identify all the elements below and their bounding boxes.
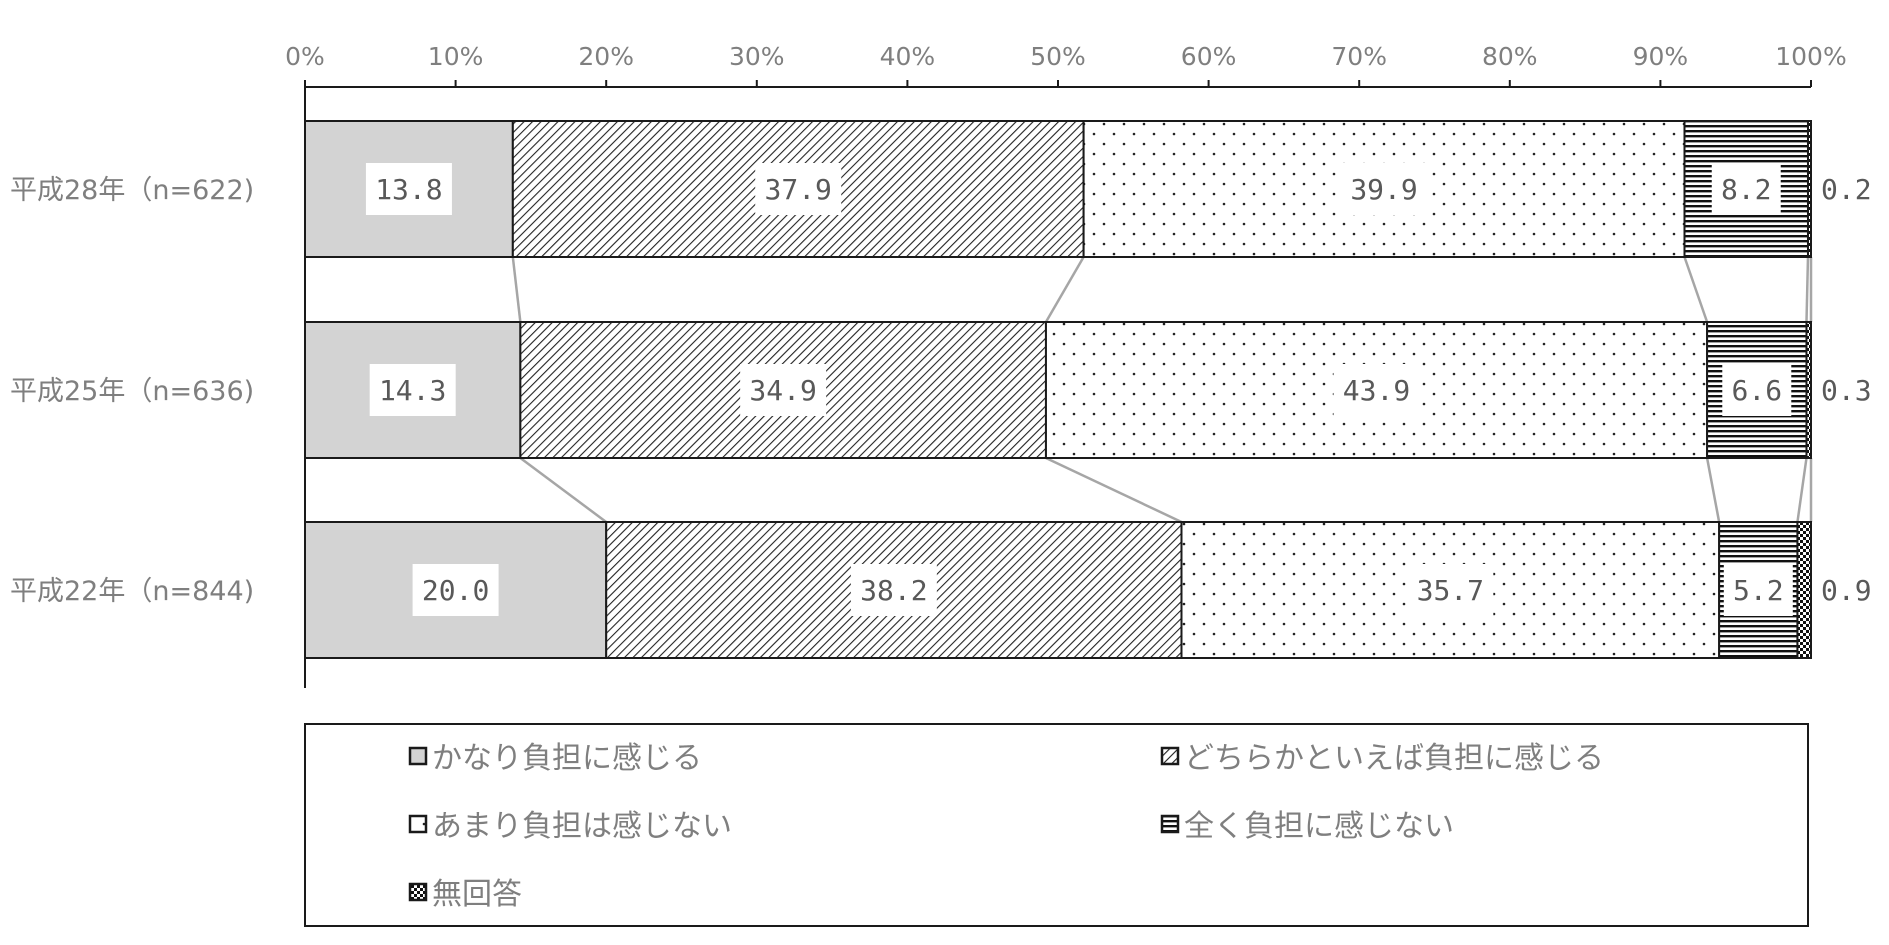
data-label-bg bbox=[1711, 163, 1781, 215]
data-label: 13.8 bbox=[375, 173, 442, 206]
series-connector-line bbox=[519, 456, 607, 524]
x-tick-label: 0% bbox=[285, 42, 325, 71]
legend-swatch bbox=[408, 882, 428, 902]
data-label-bg bbox=[755, 163, 842, 215]
x-tick-label: 10% bbox=[428, 42, 484, 71]
category-label: 平成22年（n=844) bbox=[10, 576, 254, 607]
data-label-bg bbox=[740, 364, 827, 416]
data-label: 38.2 bbox=[860, 574, 927, 607]
data-label-bg bbox=[412, 564, 499, 616]
data-label: 34.9 bbox=[749, 374, 816, 407]
bar-segments bbox=[304, 120, 1813, 659]
legend-swatch bbox=[1160, 746, 1180, 766]
series-connector-line bbox=[511, 256, 522, 323]
data-label-bg bbox=[1341, 163, 1428, 215]
legend-box bbox=[304, 723, 1809, 927]
legend-swatch bbox=[1160, 814, 1180, 834]
series-connector-line bbox=[1796, 457, 1808, 523]
data-label-bg bbox=[369, 364, 456, 416]
x-tick-label: 40% bbox=[880, 42, 936, 71]
x-tick-label: 90% bbox=[1633, 42, 1689, 71]
series-connector-line bbox=[1705, 457, 1721, 523]
data-label-bg bbox=[1333, 364, 1420, 416]
legend-label: どちらかといえば負担に感じる bbox=[1184, 741, 1604, 776]
x-tick-label: 70% bbox=[1331, 42, 1387, 71]
data-label-bg bbox=[850, 564, 937, 616]
data-label: 37.9 bbox=[764, 173, 831, 206]
series-connector-line bbox=[1045, 456, 1183, 524]
data-label: 14.3 bbox=[379, 374, 446, 407]
x-tick-label: 100% bbox=[1775, 42, 1846, 71]
data-label-bg bbox=[1722, 364, 1792, 416]
data-label-bg bbox=[1407, 564, 1494, 616]
bar-segment bbox=[1805, 321, 1813, 459]
data-label: 20.0 bbox=[422, 574, 489, 607]
series-connector-lines bbox=[511, 256, 1813, 524]
bar-segment bbox=[1806, 120, 1813, 258]
data-labels: 13.8 37.9 39.9 8.2 0.2 14.3 34.9 43.9 6.6 0.3 20.0… bbox=[365, 163, 1872, 616]
x-tick-label: 80% bbox=[1482, 42, 1538, 71]
data-label: 39.9 bbox=[1350, 173, 1417, 206]
x-tick-label: 20% bbox=[578, 42, 634, 71]
legend-swatch bbox=[408, 746, 428, 766]
bar-segment bbox=[1796, 521, 1813, 659]
series-connector-line bbox=[1805, 256, 1810, 323]
series-connector-line bbox=[1044, 256, 1085, 323]
series-connector-line bbox=[1683, 256, 1709, 323]
category-label: 平成28年（n=622) bbox=[10, 175, 254, 206]
x-tick-label: 30% bbox=[729, 42, 785, 71]
data-label: 6.6 bbox=[1731, 374, 1782, 407]
data-label: 5.2 bbox=[1733, 574, 1784, 607]
data-label: 8.2 bbox=[1721, 173, 1772, 206]
data-label: 0.3 bbox=[1821, 374, 1872, 407]
data-label-bg bbox=[365, 163, 452, 215]
data-label: 43.9 bbox=[1343, 374, 1410, 407]
data-label-bg bbox=[1723, 564, 1793, 616]
legend-label: あまり負担は感じない bbox=[432, 809, 732, 844]
category-labels: 平成28年（n=622) 平成25年（n=636) 平成22年（n=844) bbox=[10, 175, 254, 607]
legend-swatch bbox=[408, 814, 428, 834]
legend-label: 全く負担に感じない bbox=[1184, 809, 1454, 844]
data-label: 0.9 bbox=[1821, 574, 1872, 607]
category-label: 平成25年（n=636) bbox=[10, 376, 254, 407]
data-label: 0.2 bbox=[1821, 173, 1872, 206]
x-axis-ticks: 0% 10% 20% 30% 40% 50% 60% 70% 80% 90% 100% bbox=[285, 42, 1847, 87]
x-tick-label: 60% bbox=[1181, 42, 1237, 71]
legend-label: かなり負担に感じる bbox=[432, 741, 702, 776]
data-label: 35.7 bbox=[1417, 574, 1484, 607]
x-tick-label: 50% bbox=[1030, 42, 1086, 71]
legend-label: 無回答 bbox=[432, 877, 522, 912]
